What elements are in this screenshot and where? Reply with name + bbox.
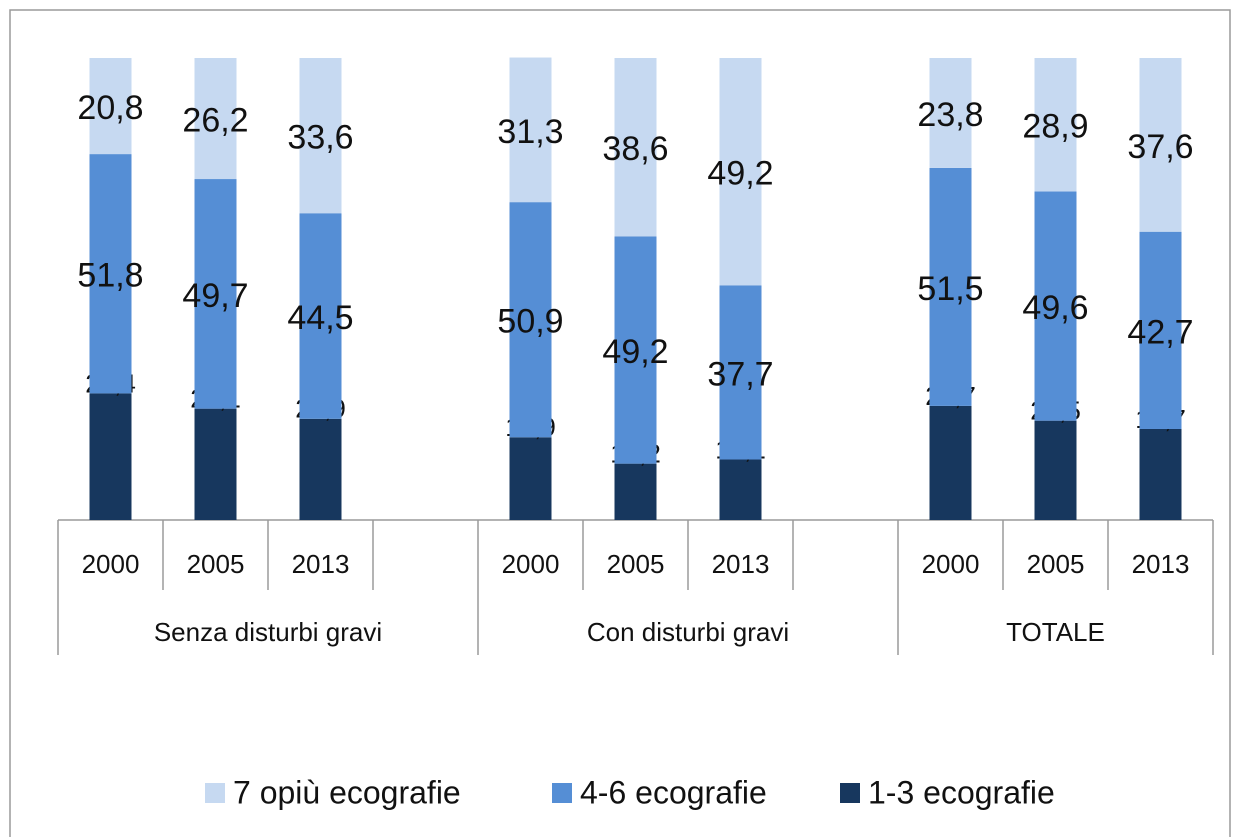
x-tick-label: 2000 [502,549,560,579]
bar-segment [509,57,552,203]
x-tick-label: 2013 [1132,549,1190,579]
bar-segment [614,236,657,464]
bar-segment [1139,58,1182,232]
data-label: 20,8 [77,89,143,127]
bar-segment [1034,191,1077,421]
legend-swatch [552,783,572,803]
x-tick-label: 2013 [712,549,770,579]
x-tick-label: 2000 [922,549,980,579]
x-tick-label: 2005 [607,549,665,579]
legend-swatch [840,783,860,803]
x-tick-label: 2005 [187,549,245,579]
data-label: 28,9 [1022,108,1088,146]
bar-segment [299,418,342,520]
frame [9,9,1231,837]
legend-label: 4-6 ecografie [580,774,767,810]
data-label: 49,2 [602,333,668,371]
bar-segment [89,58,132,155]
bar-segment [509,437,552,520]
data-label: 49,7 [182,277,248,315]
bar-segment [1139,231,1182,429]
bar-segment [194,179,237,409]
bar-segment [194,408,237,520]
data-label: 50,9 [497,303,563,341]
bar-segment [1139,428,1182,520]
x-tick-label: 2013 [292,549,350,579]
bar-segment [929,167,972,406]
data-label: 38,6 [602,130,668,168]
data-label: 26,2 [182,102,248,140]
bar-segment [299,58,342,214]
data-label: 51,5 [917,270,983,308]
group-label: Senza disturbi gravi [154,617,382,647]
bar-segment [89,154,132,394]
data-label: 51,8 [77,257,143,295]
data-label: 23,8 [917,96,983,134]
data-label: 37,6 [1127,128,1193,166]
bar-segment [194,58,237,180]
data-label: 37,7 [707,355,773,393]
data-label: 49,6 [1022,289,1088,327]
data-label: 49,2 [707,155,773,193]
bar-segment [509,202,552,438]
bar-segment [929,405,972,520]
bar-segment [719,459,762,520]
bar-segment [299,213,342,419]
bar-segment [719,285,762,460]
data-label: 31,3 [497,113,563,151]
bar-segment [1034,420,1077,520]
bar-segment [614,463,657,520]
x-tick-label: 2000 [82,549,140,579]
bar-segment [614,58,657,237]
data-label: 42,7 [1127,313,1193,351]
group-label: Con disturbi gravi [587,617,789,647]
x-tick-label: 2005 [1027,549,1085,579]
bar-segment [89,393,132,520]
bar-segment [929,58,972,168]
bar-segment [1034,58,1077,192]
legend-swatch [205,783,225,803]
legend-label: 1-3 ecografie [868,774,1055,810]
data-label: 44,5 [287,299,353,337]
group-label: TOTALE [1006,617,1105,647]
data-label: 33,6 [287,119,353,157]
bar-segment [719,58,762,286]
legend-label: 7 opiù ecografie [233,774,461,810]
